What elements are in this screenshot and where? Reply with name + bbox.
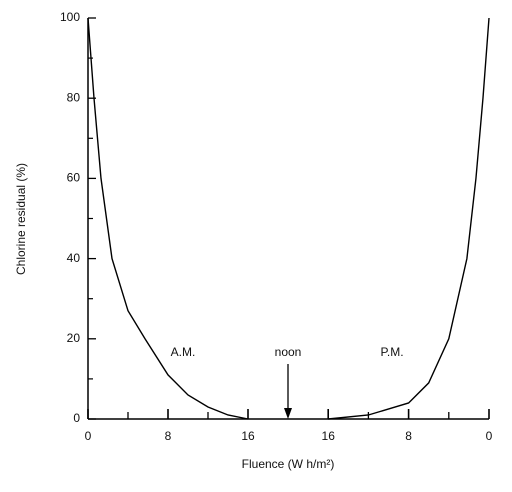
curve — [87, 17, 249, 420]
y-tick-label: 100 — [60, 10, 80, 24]
y-tick-label: 0 — [73, 411, 80, 425]
noon-arrowhead — [284, 408, 292, 419]
annotation: A.M. — [171, 345, 196, 359]
x-tick-label: 0 — [486, 429, 493, 443]
y-tick-label: 20 — [67, 331, 81, 345]
y-tick-label: 40 — [67, 251, 81, 265]
annotation: noon — [275, 345, 302, 359]
x-tick-label: 8 — [165, 429, 172, 443]
x-tick-label: 16 — [322, 429, 336, 443]
annotation: P.M. — [380, 345, 403, 359]
curve — [328, 17, 490, 420]
x-tick-label: 16 — [241, 429, 255, 443]
y-tick-label: 60 — [67, 171, 81, 185]
x-axis-title: Fluence (W h/m²) — [242, 457, 335, 471]
y-tick-label: 80 — [67, 90, 81, 104]
x-tick-label: 0 — [85, 429, 92, 443]
x-tick-label: 8 — [405, 429, 412, 443]
y-axis-title: Chlorine residual (%) — [14, 163, 28, 275]
